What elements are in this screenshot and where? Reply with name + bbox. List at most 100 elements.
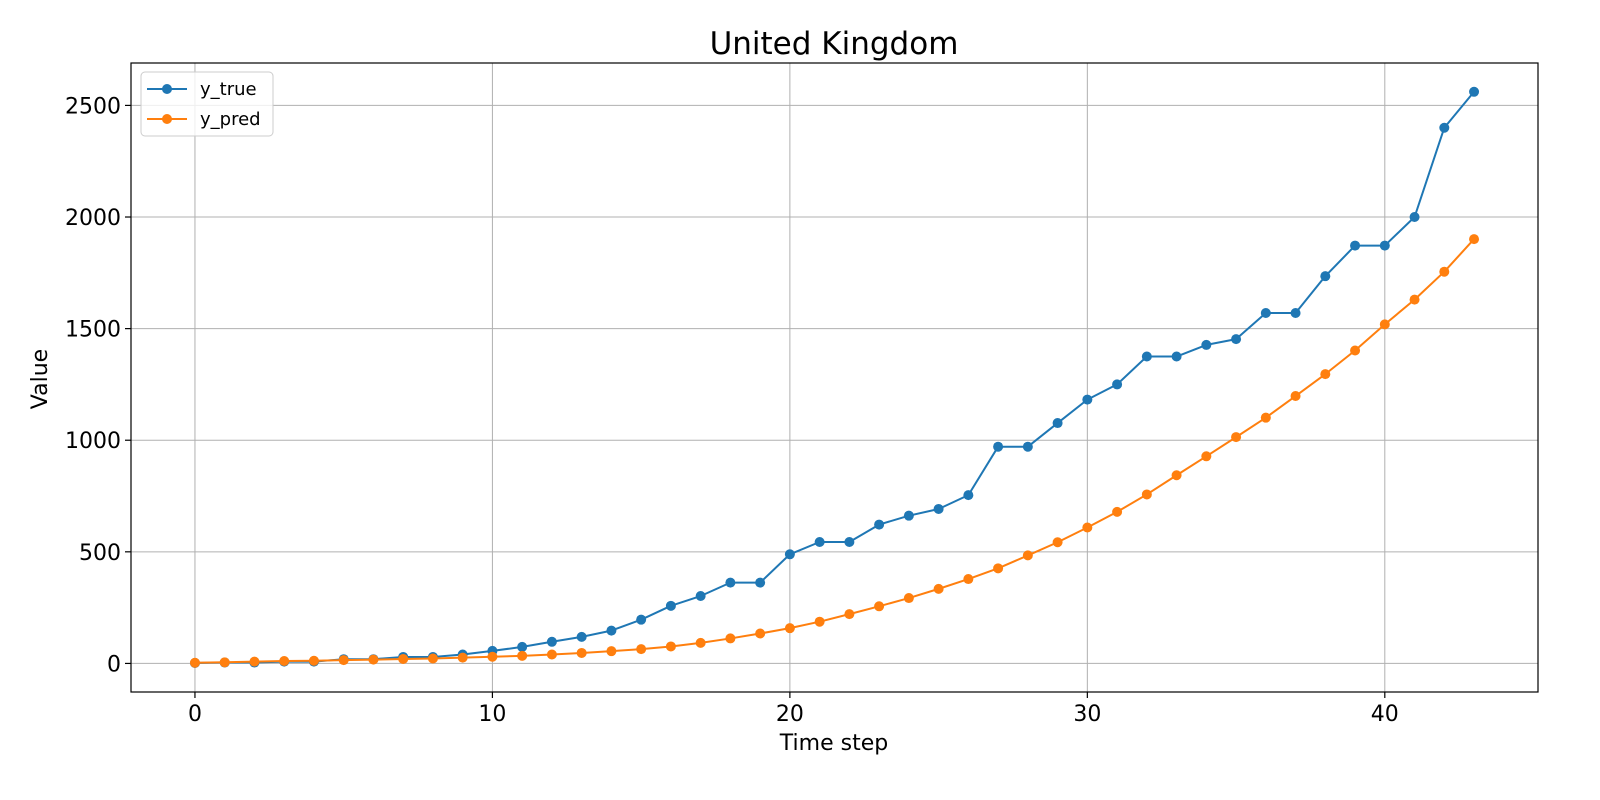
y-tick-label: 1500: [65, 318, 121, 343]
grid-lines: [131, 63, 1538, 692]
x-axis-label: Time step: [779, 731, 888, 756]
data-point-y_true: [844, 537, 855, 548]
data-point-y_true: [903, 510, 914, 521]
data-point-y_true: [933, 503, 944, 514]
axis-ticks: 0 10 20 30 40 0 500 1000 1500 2000 2500: [65, 94, 1399, 727]
data-point-y_true: [1231, 334, 1242, 345]
data-point-y_true: [963, 490, 974, 501]
data-point-y_pred: [1439, 266, 1450, 277]
data-point-y_true: [1022, 441, 1033, 452]
data-point-y_true: [874, 519, 885, 530]
data-point-y_true: [1320, 271, 1331, 282]
data-point-y_true: [1052, 418, 1063, 429]
data-point-y_pred: [814, 616, 825, 627]
x-tick-label: 30: [1073, 702, 1101, 727]
data-point-y_pred: [606, 646, 617, 657]
legend: y_true y_pred: [140, 71, 274, 137]
data-point-y_true: [1409, 212, 1420, 223]
y-axis-label: Value: [28, 349, 53, 409]
data-point-y_true: [665, 600, 676, 611]
data-point-y_pred: [844, 609, 855, 620]
data-point-y_pred: [427, 653, 438, 664]
x-tick-label: 40: [1371, 702, 1399, 727]
data-point-y_true: [1082, 394, 1093, 405]
data-point-y_true: [606, 625, 617, 636]
data-point-y_true: [1350, 240, 1361, 251]
x-tick-label: 20: [776, 702, 804, 727]
legend-marker-y_true: [162, 84, 172, 94]
data-point-y_pred: [1469, 234, 1480, 245]
data-point-y_true: [1171, 351, 1182, 362]
data-point-y_pred: [1171, 470, 1182, 481]
data-point-y_pred: [636, 644, 647, 655]
data-point-y_pred: [1022, 550, 1033, 561]
data-point-y_true: [993, 441, 1004, 452]
data-point-y_pred: [1082, 522, 1093, 533]
legend-item-y_true: y_true: [147, 79, 257, 100]
legend-marker-y_pred: [162, 114, 172, 124]
legend-item-y_pred: y_pred: [147, 109, 261, 130]
data-point-y_pred: [1201, 451, 1212, 462]
data-point-y_true: [1141, 351, 1152, 362]
data-point-y_true: [725, 577, 736, 588]
data-point-y_pred: [279, 655, 290, 666]
data-point-y_pred: [1052, 537, 1063, 548]
series-layer: [189, 86, 1480, 668]
data-point-y_pred: [189, 657, 200, 668]
data-point-y_true: [755, 577, 766, 588]
data-point-y_pred: [1409, 294, 1420, 305]
data-point-y_pred: [784, 623, 795, 634]
data-point-y_pred: [249, 656, 260, 667]
data-point-y_pred: [487, 651, 498, 662]
legend-label-y_pred: y_pred: [200, 109, 261, 130]
data-point-y_pred: [1112, 506, 1123, 517]
data-point-y_true: [695, 591, 706, 602]
data-point-y_pred: [1350, 345, 1361, 356]
data-point-y_true: [784, 549, 795, 560]
y-tick-label: 1000: [65, 429, 121, 454]
data-point-y_pred: [1320, 369, 1331, 380]
data-point-y_pred: [665, 641, 676, 652]
data-point-y_pred: [933, 583, 944, 594]
data-point-y_true: [517, 641, 528, 652]
data-point-y_pred: [308, 655, 319, 666]
data-point-y_pred: [903, 593, 914, 604]
data-point-y_pred: [1231, 432, 1242, 443]
data-point-y_pred: [755, 628, 766, 639]
x-tick-label: 0: [188, 702, 202, 727]
data-point-y_pred: [338, 655, 349, 666]
data-point-y_true: [546, 636, 557, 647]
data-point-y_pred: [993, 563, 1004, 574]
chart-title: United Kingdom: [710, 26, 959, 62]
data-point-y_pred: [398, 653, 409, 664]
data-point-y_true: [814, 537, 825, 548]
data-point-y_pred: [963, 574, 974, 585]
data-point-y_true: [1469, 86, 1480, 97]
data-point-y_true: [576, 631, 587, 642]
data-point-y_true: [1260, 307, 1271, 318]
y-tick-label: 2000: [65, 206, 121, 231]
y-tick-label: 0: [107, 652, 121, 677]
data-point-y_true: [1379, 240, 1390, 251]
plot-frame: [130, 62, 1539, 693]
legend-label-y_true: y_true: [200, 79, 257, 100]
series-y_pred: [189, 234, 1480, 668]
data-point-y_pred: [457, 652, 468, 663]
data-point-y_true: [636, 614, 647, 625]
data-point-y_pred: [1260, 412, 1271, 423]
data-point-y_true: [1290, 307, 1301, 318]
data-point-y_pred: [725, 633, 736, 644]
data-point-y_pred: [1379, 319, 1390, 330]
y-tick-label: 500: [79, 541, 121, 566]
data-point-y_pred: [874, 601, 885, 612]
data-point-y_pred: [1141, 489, 1152, 500]
data-point-y_pred: [546, 649, 557, 660]
x-tick-label: 10: [478, 702, 506, 727]
data-point-y_pred: [219, 657, 230, 668]
data-point-y_pred: [368, 654, 379, 665]
data-point-y_pred: [695, 637, 706, 648]
data-point-y_true: [1439, 122, 1450, 133]
data-point-y_pred: [517, 650, 528, 661]
data-point-y_pred: [1290, 391, 1301, 402]
